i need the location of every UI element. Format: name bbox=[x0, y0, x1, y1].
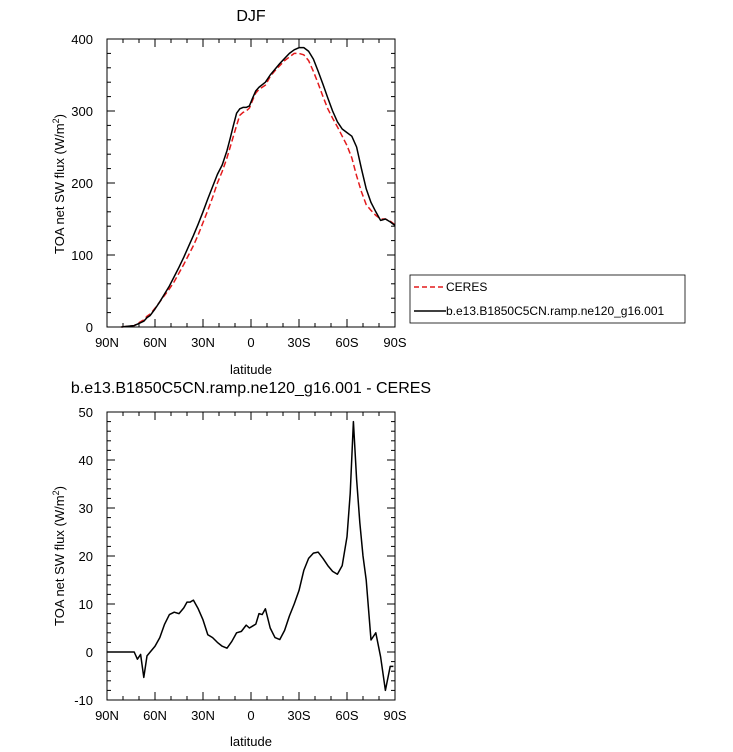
legend-label-model: b.e13.B1850C5CN.ramp.ne120_g16.001 bbox=[446, 304, 664, 318]
x-tick-label: 60N bbox=[143, 708, 167, 723]
x-tick-label: 60N bbox=[143, 335, 167, 350]
top-chart: DJF 90N 60N 30N 0 30S 60S 90S 0 100 200 300 400 lat… bbox=[51, 8, 686, 377]
y-tick-label: 30 bbox=[79, 501, 93, 516]
x-tick-label: 90S bbox=[383, 335, 406, 350]
top-chart-frame bbox=[106, 38, 396, 328]
y-tick-label: 0 bbox=[86, 320, 93, 335]
top-chart-legend: CERES b.e13.B1850C5CN.ramp.ne120_g16.001 bbox=[409, 274, 686, 324]
legend-box bbox=[409, 274, 686, 324]
series-line-1 bbox=[121, 46, 396, 328]
top-chart-y-axis-label-main: TOA net SW flux (W/m bbox=[52, 123, 67, 254]
top-chart-y-axis-label-sup: 2 bbox=[51, 118, 61, 123]
x-tick-label: 30N bbox=[191, 335, 215, 350]
bottom-chart-y-axis-label-sup: 2 bbox=[51, 490, 61, 495]
x-tick-label: 90S bbox=[383, 708, 406, 723]
bottom-chart-y-axis-label: TOA net SW flux (W/m2) bbox=[51, 486, 67, 626]
x-tick-label: 0 bbox=[247, 708, 254, 723]
top-chart-x-axis-label: latitude bbox=[230, 362, 272, 377]
bottom-chart-ticks: 90N 60N 30N 0 30S 60S 90S -10 0 10 20 30 40 50 bbox=[74, 405, 407, 723]
top-chart-series bbox=[121, 46, 396, 328]
y-tick-label: -10 bbox=[74, 693, 93, 708]
y-tick-label: 100 bbox=[71, 248, 93, 263]
legend-label-ceres: CERES bbox=[446, 280, 487, 294]
bottom-chart-x-axis-label: latitude bbox=[230, 734, 272, 749]
y-tick-label: 10 bbox=[79, 597, 93, 612]
x-tick-label: 90N bbox=[95, 335, 119, 350]
y-tick-label: 0 bbox=[86, 645, 93, 660]
x-tick-label: 30N bbox=[191, 708, 215, 723]
y-tick-label: 200 bbox=[71, 176, 93, 191]
series-line-0 bbox=[121, 52, 396, 328]
top-chart-y-axis-label: TOA net SW flux (W/m2) bbox=[51, 114, 67, 254]
top-chart-y-axis-label-close: ) bbox=[52, 114, 67, 118]
y-tick-label: 300 bbox=[71, 104, 93, 119]
bottom-chart-series bbox=[107, 420, 394, 692]
bottom-chart-title: b.e13.B1850C5CN.ramp.ne120_g16.001 - CER… bbox=[71, 380, 431, 397]
y-tick-label: 50 bbox=[79, 405, 93, 420]
y-tick-label: 400 bbox=[71, 32, 93, 47]
y-tick-label: 40 bbox=[79, 453, 93, 468]
x-tick-label: 30S bbox=[287, 708, 310, 723]
bottom-chart: b.e13.B1850C5CN.ramp.ne120_g16.001 - CER… bbox=[51, 380, 431, 749]
bottom-chart-y-axis-label-close: ) bbox=[52, 486, 67, 490]
x-tick-label: 90N bbox=[95, 708, 119, 723]
x-tick-label: 60S bbox=[335, 335, 358, 350]
top-chart-ticks: 90N 60N 30N 0 30S 60S 90S 0 100 200 300 400 bbox=[71, 32, 407, 350]
series-line-0 bbox=[107, 420, 394, 692]
x-tick-label: 30S bbox=[287, 335, 310, 350]
bottom-chart-y-axis-label-main: TOA net SW flux (W/m bbox=[52, 495, 67, 626]
top-chart-title: DJF bbox=[236, 8, 266, 25]
x-tick-label: 60S bbox=[335, 708, 358, 723]
x-tick-label: 0 bbox=[247, 335, 254, 350]
y-tick-label: 20 bbox=[79, 549, 93, 564]
